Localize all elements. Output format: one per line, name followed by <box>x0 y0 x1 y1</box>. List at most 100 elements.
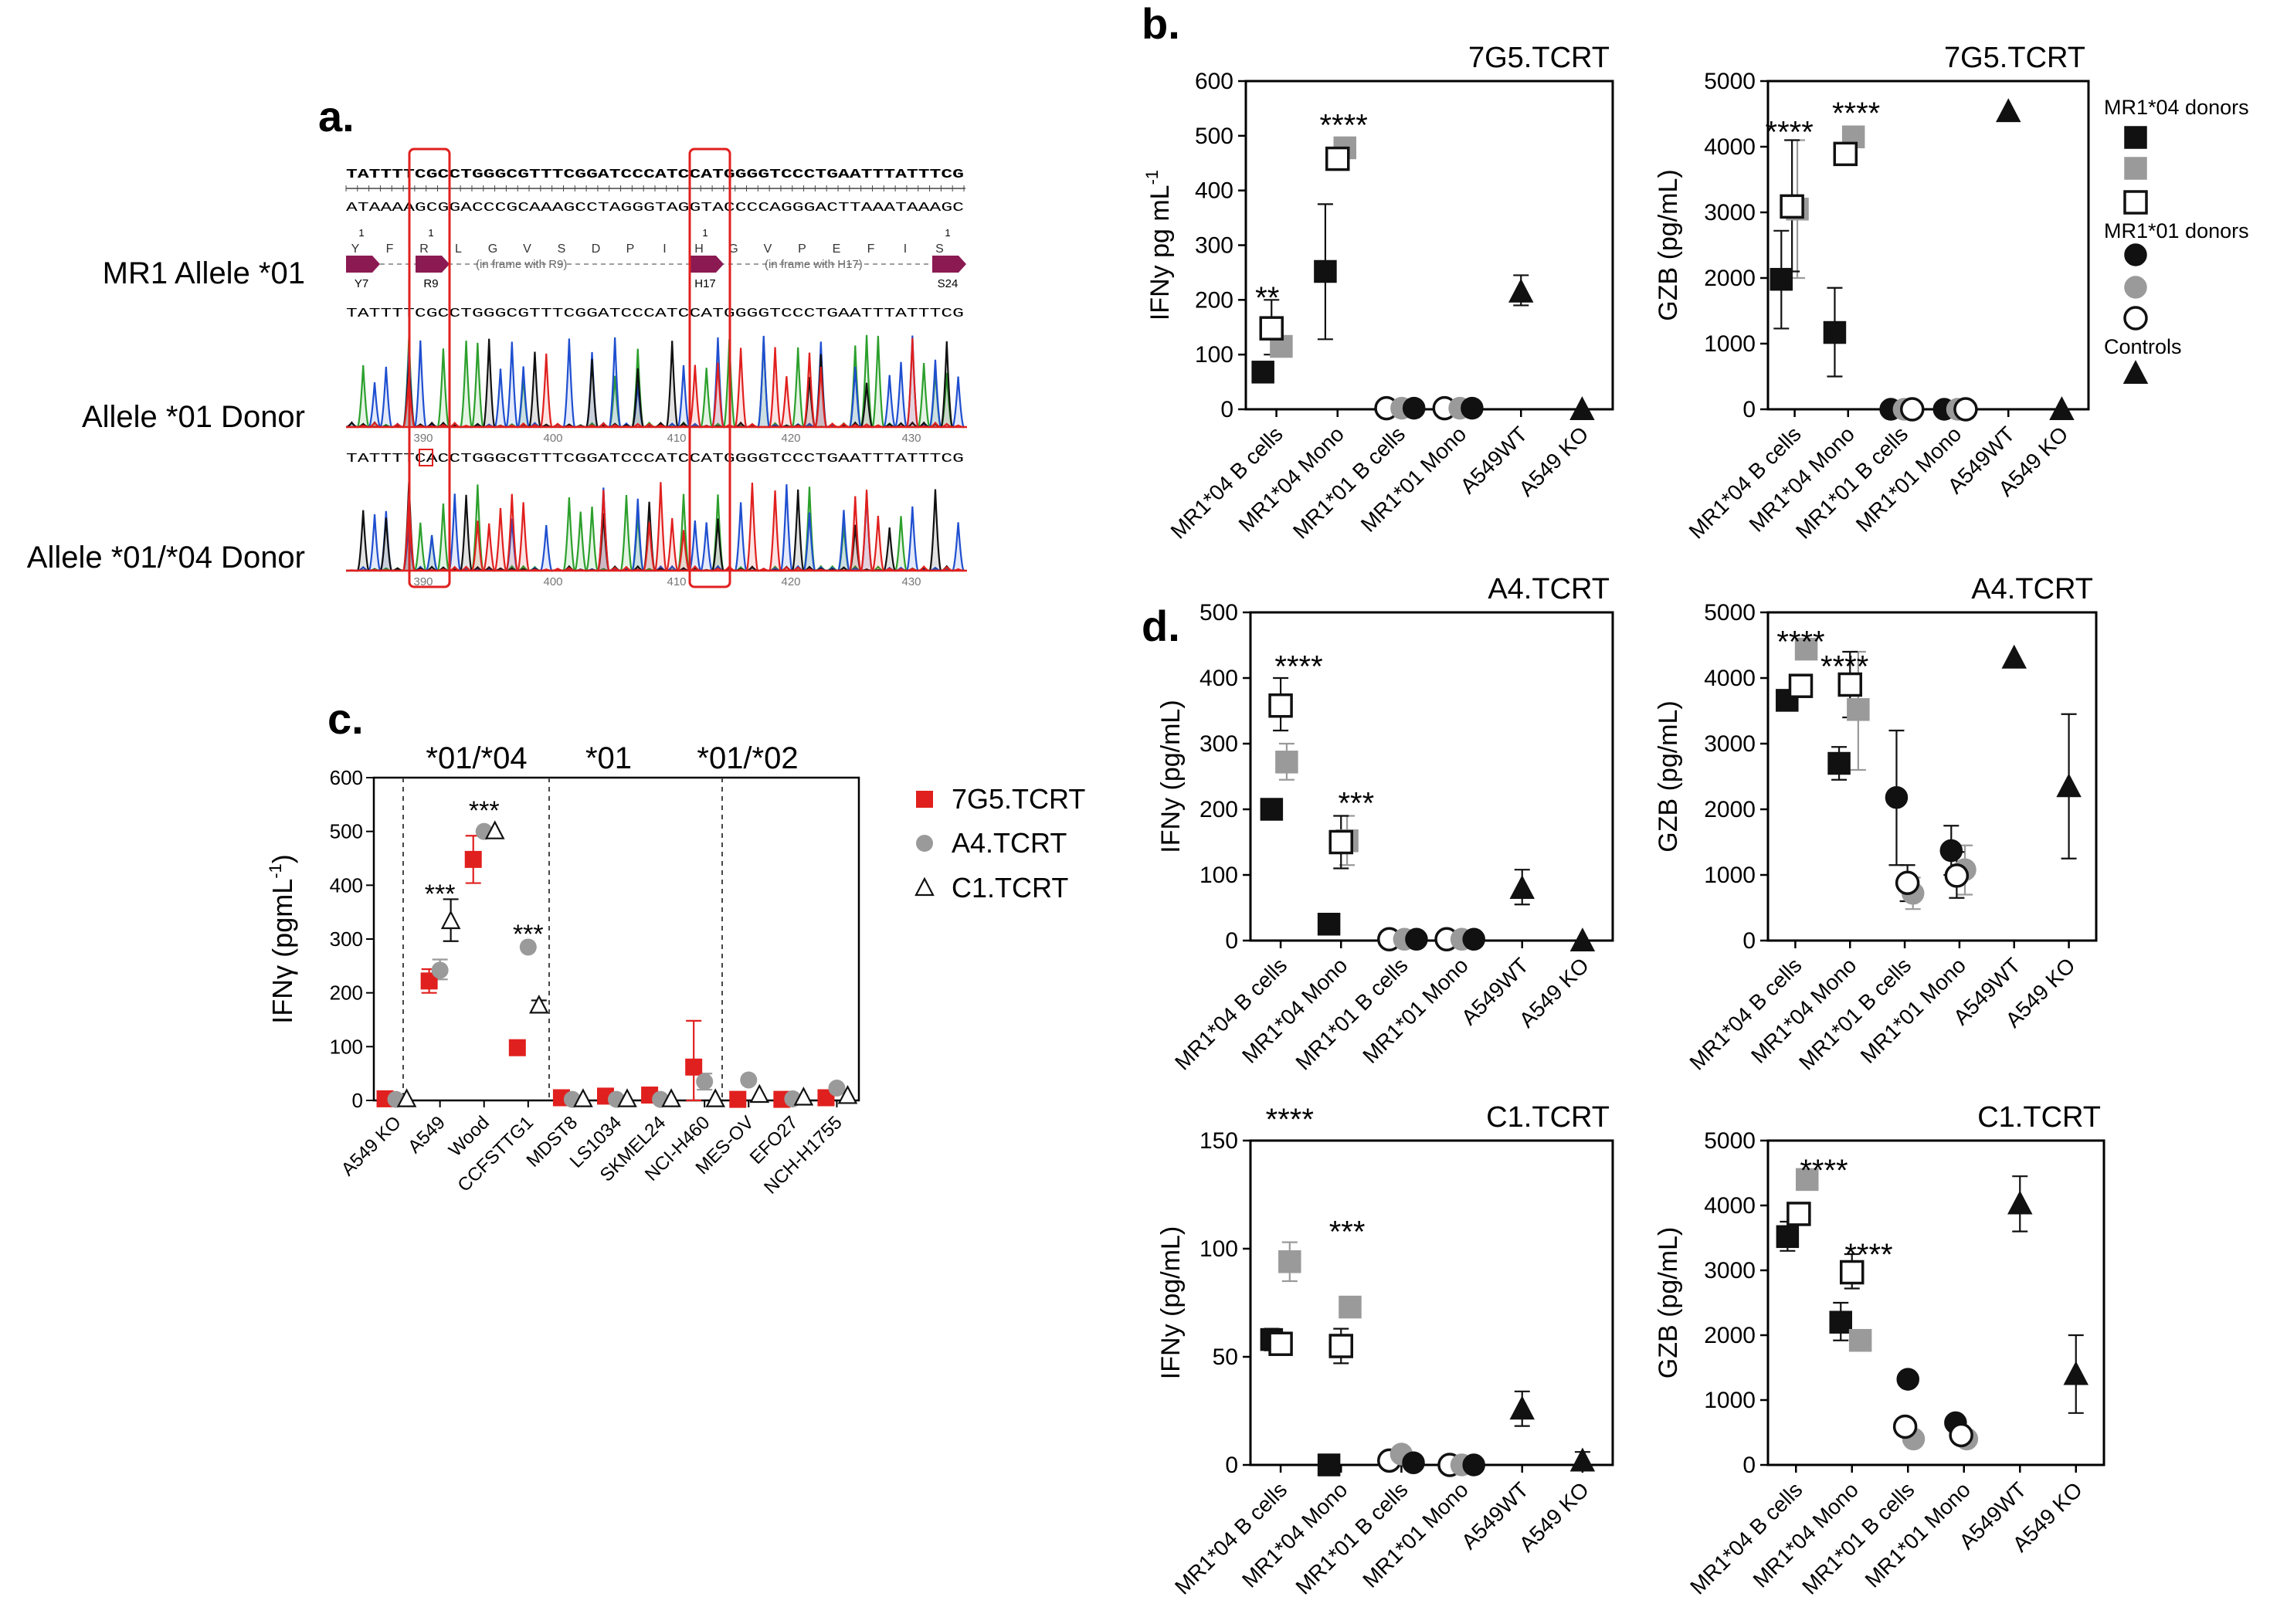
significance-label: **** <box>1776 625 1824 659</box>
data-point-square <box>1268 1331 1293 1356</box>
feature-index: 1 <box>945 227 950 239</box>
legend-icon-7g5 <box>916 791 933 808</box>
data-point-square <box>1770 267 1793 291</box>
data-point-c1 <box>749 1083 770 1104</box>
amino-acid: E <box>833 242 841 256</box>
y-axis-label-super: -1 <box>266 863 285 879</box>
data-point-triangle <box>2001 644 2027 669</box>
y-tick-label: 300 <box>1199 731 1238 757</box>
data-point-c1 <box>484 820 505 839</box>
amino-acid: V <box>523 242 531 256</box>
data-point-c1 <box>396 1088 417 1107</box>
data-point-circle <box>1939 839 1963 863</box>
significance-label: *** <box>425 880 456 909</box>
panel-label-b: b. <box>1142 0 1180 48</box>
legend-icon-black-triangle <box>2122 360 2149 385</box>
amino-acid: Y <box>351 242 360 256</box>
data-point-triangle <box>1569 1447 1596 1472</box>
data-point-square <box>1317 1453 1341 1477</box>
y-tick-label: 0 <box>1225 928 1238 954</box>
trace-position: 410 <box>667 432 686 445</box>
y-tick-label: 300 <box>330 927 363 951</box>
y-tick-label: 3000 <box>1704 1258 1756 1283</box>
data-point-square <box>1840 1260 1865 1285</box>
feature-index: 1 <box>428 227 433 239</box>
chart-title: C1.TCRT <box>1486 1101 1610 1134</box>
data-point-triangle <box>2007 1190 2033 1215</box>
y-tick-label: 600 <box>1195 69 1233 94</box>
data-point-a4 <box>740 1071 758 1089</box>
data-point-square <box>1251 361 1274 384</box>
data-point-square <box>1268 693 1293 718</box>
y-tick-label: 200 <box>1195 287 1233 313</box>
trace-position: 390 <box>413 575 433 588</box>
y-tick-label: 2000 <box>1704 266 1756 291</box>
panel-label-d: d. <box>1142 602 1180 650</box>
y-tick-label: 3000 <box>1704 731 1756 757</box>
significance-label: **** <box>1832 97 1880 131</box>
significance-label: *** <box>513 920 544 949</box>
y-tick-label: 0 <box>1742 1453 1756 1478</box>
data-point-triangle <box>1508 278 1534 303</box>
y-tick-label: 500 <box>1195 124 1233 149</box>
y-axis-label: GZB (pg/mL) <box>1654 700 1683 852</box>
data-point-c1 <box>661 1088 681 1107</box>
amino-acid: F <box>386 242 394 256</box>
data-point-square <box>1788 673 1814 698</box>
data-point-square <box>1317 913 1341 936</box>
data-point-7g5 <box>817 1089 835 1107</box>
data-point-7g5 <box>420 972 438 990</box>
y-axis-label: GZB (pg/mL) <box>1654 1227 1683 1378</box>
trace-channel <box>345 482 965 572</box>
data-point-square <box>1780 194 1804 219</box>
trace-channel <box>345 334 965 429</box>
data-point-c1 <box>529 995 549 1014</box>
amino-acid: R <box>419 242 429 256</box>
legend-header-mr104: MR1*04 donors <box>2104 96 2249 119</box>
data-point-square <box>1848 1328 1872 1352</box>
data-point-c1 <box>573 1088 593 1107</box>
x-tick-label: MR1*04 Mono <box>1237 953 1352 1067</box>
significance-label: *** <box>1329 1215 1366 1249</box>
trace2-positions: 390 400 410 420 430 <box>413 575 921 588</box>
data-point-square <box>1786 1202 1811 1226</box>
data-point-triangle <box>2049 396 2075 421</box>
feature-arrow <box>416 256 450 273</box>
y-tick-label: 5000 <box>1704 1128 1756 1154</box>
y-tick-label: 0 <box>1225 1453 1238 1478</box>
y-tick-label: 0 <box>352 1089 363 1112</box>
amino-acid: I <box>904 242 907 256</box>
legend-icon-open-circle <box>2123 306 2148 331</box>
trace-position: 390 <box>413 432 433 445</box>
y-tick-label: 5000 <box>1704 600 1756 626</box>
amino-acid: G <box>488 242 497 256</box>
donor01-sequence: TATTTTCGCCTGGGCGTTTCGGATCCCATCCATGGGGTCC… <box>346 307 964 321</box>
data-point-circle <box>1953 397 1978 422</box>
codon-box-h17 <box>688 147 731 588</box>
group-label: *01/*02 <box>697 741 798 775</box>
x-tick-label: MR1*04 Mono <box>1234 422 1349 536</box>
y-tick-label: 2000 <box>1704 797 1756 822</box>
data-point-a4 <box>519 938 537 956</box>
data-point-7g5 <box>464 850 482 868</box>
row-label-donor0104: Allele *01/*04 Donor <box>27 541 305 575</box>
panel-label-a: a. <box>318 92 355 141</box>
y-tick-label: 4000 <box>1704 666 1756 691</box>
trace-position: 430 <box>901 575 921 588</box>
codon-box-r9 <box>408 147 451 588</box>
legend-icon-grey-square <box>2124 157 2147 180</box>
amino-acid: F <box>867 242 875 256</box>
y-axis-label: IFNγ (pgmL-1) <box>266 854 298 1024</box>
y-tick-label: 0 <box>1742 928 1756 954</box>
y-axis-label: IFNy (pg/mL) <box>1156 700 1186 853</box>
data-point-circle <box>1461 396 1484 420</box>
y-tick-label: 0 <box>1220 397 1233 422</box>
y-tick-label: 3000 <box>1704 200 1756 225</box>
data-point-square <box>1847 698 1870 721</box>
chart-title: C1.TCRT <box>1977 1101 2101 1134</box>
x-tick-label: MR1*01 Mono <box>1356 422 1471 536</box>
amino-acid: V <box>764 242 772 256</box>
